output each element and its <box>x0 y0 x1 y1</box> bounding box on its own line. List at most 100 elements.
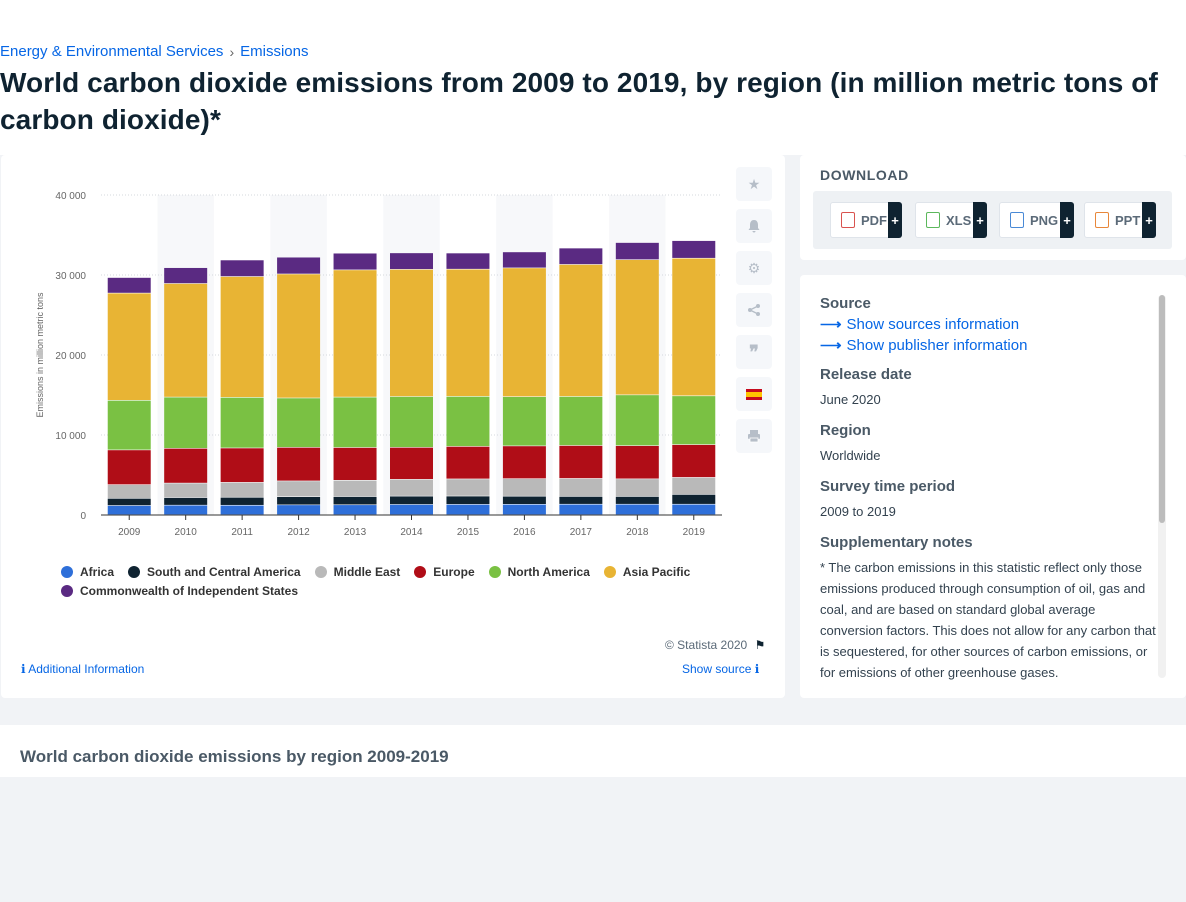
ppt-plus: + <box>1142 202 1156 238</box>
y-tick-label: 20 000 <box>55 351 86 362</box>
footer-section: World carbon dioxide emissions by region… <box>0 725 1186 777</box>
bar-segment <box>390 447 433 480</box>
x-tick-label: 2011 <box>231 527 253 538</box>
ppt-label: PPT <box>1115 212 1141 228</box>
bar-segment <box>164 505 208 515</box>
chart-card: 0 10 000 20 000 30 000 40 000 Emissions in mi… <box>1 155 785 698</box>
bar-segment <box>333 480 377 497</box>
bell-icon[interactable] <box>736 209 772 243</box>
bar-segment <box>672 444 716 478</box>
bar-segment <box>390 269 433 397</box>
x-tick-label: 2012 <box>287 527 310 538</box>
bar-segment <box>333 496 377 505</box>
legend-item[interactable]: Europe <box>414 562 475 581</box>
bar-segment <box>559 478 603 497</box>
bar-segment <box>615 242 659 260</box>
bar-segment <box>164 267 208 284</box>
legend-label: Middle East <box>333 564 401 579</box>
x-tick-label: 2017 <box>570 527 593 538</box>
bar-segment <box>333 397 377 448</box>
info-scrollbar-thumb[interactable] <box>1159 295 1165 523</box>
legend-item[interactable]: Middle East <box>314 562 401 581</box>
download-title: DOWNLOAD <box>820 167 909 183</box>
x-tick-label: 2015 <box>457 527 480 538</box>
y-tick-label: 40 000 <box>55 191 86 202</box>
breadcrumb-link-energy[interactable]: Energy & Environmental Services <box>0 43 224 60</box>
bar-segment <box>164 497 208 505</box>
show-source-label: Show source <box>682 662 752 676</box>
ppt-icon <box>1095 212 1109 228</box>
download-xls-button[interactable]: XLS + <box>915 202 987 238</box>
bar-segment <box>559 445 603 479</box>
y-axis-label: Emissions in million metric tons <box>35 292 45 418</box>
bar-segment <box>502 268 546 397</box>
bar-segment <box>277 497 321 505</box>
show-publisher-label: Show publisher information <box>846 336 1028 354</box>
bar-segment <box>277 257 321 274</box>
arrow-right-icon: ⟶ <box>820 316 842 333</box>
show-source-link[interactable]: Show source ℹ <box>682 662 759 676</box>
quote-icon[interactable]: ❞ <box>736 335 772 369</box>
legend-marker <box>128 565 141 578</box>
show-sources-label: Show sources information <box>846 315 1020 333</box>
notes-value: * The carbon emissions in this statistic… <box>820 560 1156 680</box>
breadcrumb: Energy & Environmental Services › Emissi… <box>0 43 308 60</box>
legend-marker <box>314 565 327 578</box>
pdf-label: PDF <box>861 212 887 228</box>
gear-icon[interactable]: ⚙ <box>736 251 772 285</box>
y-tick-label: 0 <box>80 511 86 522</box>
x-tick-label: 2009 <box>118 527 141 538</box>
legend-item[interactable]: South and Central America <box>128 562 301 581</box>
legend-marker <box>61 584 73 597</box>
bar-segment <box>502 496 546 504</box>
chart-toolbar: ★ ⚙ ❞ <box>736 167 774 461</box>
breadcrumb-separator: › <box>229 43 235 60</box>
bar-segment <box>164 397 208 448</box>
legend-item[interactable]: Commonwealth of Independent States <box>61 581 298 600</box>
download-pdf-button[interactable]: PDF + <box>830 202 902 238</box>
bar-segment <box>615 259 659 395</box>
star-icon[interactable]: ★ <box>736 167 772 201</box>
legend-item[interactable]: Asia Pacific <box>603 562 691 581</box>
show-publisher-link[interactable]: ⟶ Show publisher information <box>820 336 1156 355</box>
bar-segment <box>502 479 546 496</box>
bar-segment <box>107 450 151 485</box>
bar-segment <box>559 504 603 515</box>
legend-label: Europe <box>433 564 475 579</box>
bar-segment <box>220 497 264 505</box>
flag-es-icon[interactable] <box>736 377 772 411</box>
share-icon[interactable] <box>736 293 772 327</box>
bar-segment <box>107 400 151 450</box>
print-icon[interactable] <box>736 419 772 453</box>
legend-label: Asia Pacific <box>622 564 691 579</box>
legend-item[interactable]: North America <box>488 562 590 581</box>
bar-segment <box>390 253 433 270</box>
bar-segment <box>107 485 151 498</box>
bar-segment <box>220 505 264 515</box>
bar-segment <box>107 293 151 400</box>
legend-item[interactable]: Africa <box>61 562 114 581</box>
info-card: Source ⟶ Show sources information ⟶ Show… <box>800 275 1186 698</box>
release-heading: Release date <box>820 366 912 383</box>
bar-segment <box>220 276 264 398</box>
show-sources-link[interactable]: ⟶ Show sources information <box>820 315 1156 334</box>
info-scroll-area[interactable]: Source ⟶ Show sources information ⟶ Show… <box>820 295 1156 680</box>
info-scrollbar[interactable] <box>1158 295 1166 678</box>
bar-segment <box>107 498 151 506</box>
bar-segment <box>277 447 321 481</box>
flag-icon[interactable]: ⚑ <box>754 638 766 652</box>
x-tick-label: 2016 <box>513 527 536 538</box>
y-tick-label: 10 000 <box>55 431 86 442</box>
x-tick-label: 2014 <box>400 527 423 538</box>
download-ppt-button[interactable]: PPT + <box>1084 202 1156 238</box>
png-label: PNG <box>1030 212 1059 228</box>
download-png-button[interactable]: PNG + <box>999 202 1074 238</box>
bar-segment <box>390 479 433 496</box>
x-tick-label: 2013 <box>344 527 367 538</box>
additional-info-link[interactable]: ℹ Additional Information <box>21 662 144 676</box>
pdf-plus: + <box>888 202 902 238</box>
breadcrumb-link-emissions[interactable]: Emissions <box>240 43 309 60</box>
bar-segment <box>559 396 603 446</box>
bar-segment <box>220 482 264 497</box>
legend-label: Africa <box>80 564 115 579</box>
